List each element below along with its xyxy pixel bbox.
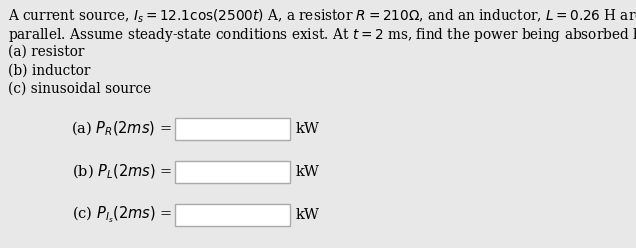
Text: (c) sinusoidal source: (c) sinusoidal source (8, 82, 151, 96)
Text: (c) $P_{I_s}(2ms)$ =: (c) $P_{I_s}(2ms)$ = (72, 205, 172, 225)
Text: kW: kW (296, 122, 320, 136)
Text: (a) $P_R(2ms)$ =: (a) $P_R(2ms)$ = (71, 120, 172, 138)
FancyBboxPatch shape (175, 161, 290, 183)
Text: kW: kW (296, 208, 320, 222)
Text: (b) inductor: (b) inductor (8, 63, 90, 77)
Text: (b) $P_L(2ms)$ =: (b) $P_L(2ms)$ = (72, 163, 172, 181)
Text: (a) resistor: (a) resistor (8, 45, 85, 59)
FancyBboxPatch shape (175, 204, 290, 226)
Text: kW: kW (296, 165, 320, 179)
FancyBboxPatch shape (175, 118, 290, 140)
Text: A current source, $I_s = 12.1\cos(2500t)$ A, a resistor $R = 210\Omega$, and an : A current source, $I_s = 12.1\cos(2500t)… (8, 8, 636, 25)
Text: parallel. Assume steady-state conditions exist. At $t = 2$ ms, find the power be: parallel. Assume steady-state conditions… (8, 27, 636, 44)
